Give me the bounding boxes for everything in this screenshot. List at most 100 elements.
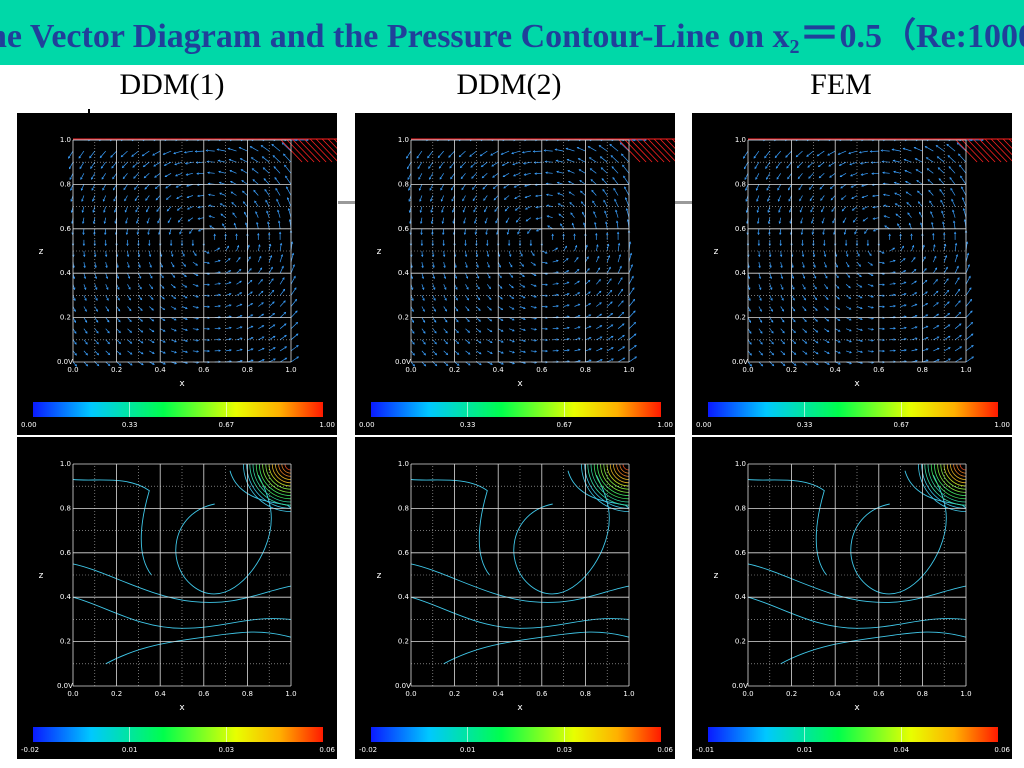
x-axis-label: x [854, 703, 860, 713]
color-bar-label: 0.01 [460, 746, 476, 754]
y-axis-label: z [714, 247, 719, 257]
y-tick-label: 0.2 [60, 314, 71, 322]
color-bar [33, 727, 323, 742]
y-tick-label: 0.4 [60, 593, 72, 601]
x-tick-label: 0.6 [873, 366, 885, 374]
x-tick-label: 0.2 [111, 366, 122, 374]
x-tick-label: 1.0 [960, 366, 971, 374]
x-axis-label: x [179, 379, 185, 389]
pressure-plot-ddm2: 0.0 0.2 0.4 0.6 0.8 1.0 0.2 0.4 0.6 0.8 1.0 0.0V x z -… [355, 437, 675, 759]
origin-label: 0.0V [57, 682, 73, 690]
x-tick-label: 1.0 [285, 366, 296, 374]
y-tick-label: 0.4 [735, 269, 747, 277]
y-tick-label: 0.6 [60, 225, 72, 233]
y-tick-label: 0.2 [60, 638, 71, 646]
color-bar-label: -0.02 [359, 746, 377, 754]
color-bar [708, 727, 998, 742]
origin-label: 0.0V [395, 358, 411, 366]
y-tick-label: 0.4 [735, 593, 747, 601]
y-tick-label: 0.2 [735, 314, 746, 322]
color-bar-label: 0.00 [696, 421, 712, 429]
pressure-plot-fem: 0.0 0.2 0.4 0.6 0.8 1.0 0.2 0.4 0.6 0.8 1.0 0.0V x z -… [692, 437, 1012, 759]
plot-grid [72, 463, 292, 687]
y-tick-label: 0.6 [60, 549, 72, 557]
x-tick-label: 0.2 [786, 690, 797, 698]
y-axis-label: z [39, 247, 44, 257]
pressure-plot-svg: 0.0 0.2 0.4 0.6 0.8 1.0 0.2 0.4 0.6 0.8 1.0 0.0V x z -… [696, 460, 1011, 754]
x-tick-label: 0.0 [405, 690, 416, 698]
x-axis-label: x [854, 379, 860, 389]
y-axis-label: z [714, 571, 719, 581]
lid-hatching [748, 138, 1012, 163]
slide-title: he Vector Diagram and the Pressure Conto… [0, 11, 1024, 58]
x-tick-label: 0.0 [67, 366, 78, 374]
y-tick-label: 0.8 [735, 180, 746, 188]
y-axis-label: z [377, 247, 382, 257]
color-bar [371, 402, 661, 417]
vector-field [68, 138, 309, 367]
color-bar [708, 402, 998, 417]
x-axis-label: x [517, 703, 523, 713]
x-tick-label: 0.2 [449, 366, 460, 374]
color-bar-label: 0.03 [219, 746, 235, 754]
x-tick-label: 0.6 [536, 690, 548, 698]
color-bar-label: 0.67 [219, 421, 235, 429]
color-bar-label: -0.02 [21, 746, 39, 754]
x-tick-label: 0.4 [830, 366, 842, 374]
x-tick-label: 0.4 [155, 690, 167, 698]
vector-plot-ddm1: 0.0 0.2 0.4 0.6 0.8 1.0 0.2 0.4 0.6 0.8 1.0 0.0V x z 0… [17, 113, 337, 435]
background-mark [88, 109, 90, 114]
y-axis-label: z [39, 571, 44, 581]
x-tick-label: 1.0 [960, 690, 971, 698]
plot-grid [72, 139, 292, 363]
x-tick-label: 0.6 [873, 690, 885, 698]
vector-field [406, 138, 647, 367]
x-tick-label: 0.8 [242, 366, 253, 374]
x-tick-label: 0.4 [155, 366, 167, 374]
x-tick-label: 0.6 [536, 366, 548, 374]
y-tick-label: 1.0 [735, 460, 746, 468]
x-tick-label: 0.6 [198, 690, 210, 698]
y-tick-label: 0.2 [398, 314, 409, 322]
y-tick-label: 0.2 [398, 638, 409, 646]
color-bar-label: 0.03 [557, 746, 573, 754]
y-tick-label: 0.8 [398, 180, 409, 188]
color-bar-label: 1.00 [657, 421, 673, 429]
pressure-contours [410, 463, 630, 665]
color-bar-label: 0.00 [359, 421, 375, 429]
x-tick-label: 0.0 [405, 366, 416, 374]
y-tick-label: 0.8 [60, 180, 71, 188]
color-bar-label: -0.01 [696, 746, 714, 754]
lid-hatching [411, 138, 675, 163]
y-tick-label: 1.0 [60, 136, 71, 144]
y-tick-label: 0.4 [398, 593, 410, 601]
y-tick-label: 1.0 [398, 136, 409, 144]
color-bar-label: 0.06 [319, 746, 335, 754]
color-bar-label: 1.00 [319, 421, 335, 429]
color-bar-label: 1.00 [994, 421, 1010, 429]
y-tick-label: 0.8 [60, 504, 71, 512]
x-tick-label: 0.0 [67, 690, 78, 698]
y-tick-label: 1.0 [398, 460, 409, 468]
lid-hatching [73, 138, 337, 163]
color-bar-label: 0.33 [797, 421, 813, 429]
x-tick-label: 0.2 [786, 366, 797, 374]
y-tick-label: 0.8 [735, 504, 746, 512]
color-bar-label: 0.04 [894, 746, 910, 754]
y-tick-label: 1.0 [735, 136, 746, 144]
x-tick-label: 0.4 [493, 366, 505, 374]
pressure-plot-ddm1: 0.0 0.2 0.4 0.6 0.8 1.0 0.2 0.4 0.6 0.8 1.0 0.0V x z -… [17, 437, 337, 759]
pressure-contours [747, 463, 967, 665]
color-bar [33, 402, 323, 417]
x-tick-label: 0.6 [198, 366, 210, 374]
vector-plot-svg: 0.0 0.2 0.4 0.6 0.8 1.0 0.2 0.4 0.6 0.8 1.0 0.0V x z 0… [696, 136, 1012, 429]
plot-grid [410, 463, 630, 687]
x-tick-label: 0.2 [111, 690, 122, 698]
title-bar: he Vector Diagram and the Pressure Conto… [0, 0, 1024, 65]
y-tick-label: 0.8 [398, 504, 409, 512]
origin-label: 0.0V [732, 682, 748, 690]
x-tick-label: 0.0 [742, 366, 753, 374]
column-label-ddm1: DDM(1) [119, 68, 225, 101]
origin-label: 0.0V [57, 358, 73, 366]
pressure-plot-svg: 0.0 0.2 0.4 0.6 0.8 1.0 0.2 0.4 0.6 0.8 1.0 0.0V x z -… [21, 460, 336, 754]
